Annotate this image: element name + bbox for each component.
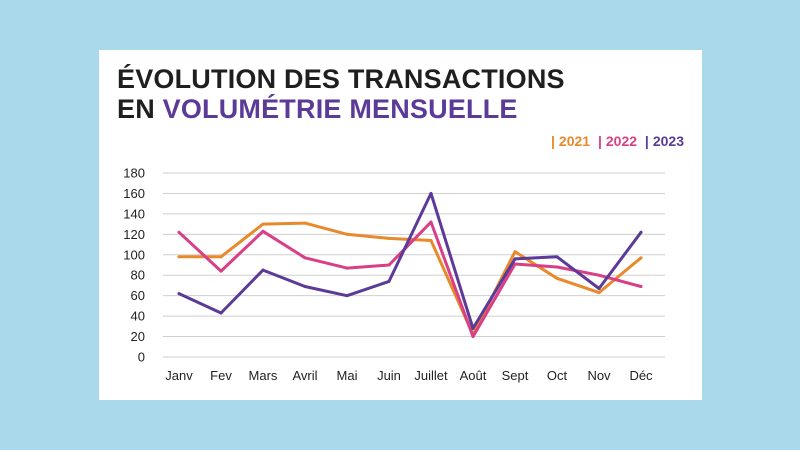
data-point-2021-Sept [513, 250, 517, 254]
x-tick-label: Déc [629, 368, 653, 383]
data-point-2021-Janv [177, 255, 181, 259]
data-point-2021-Déc [639, 256, 643, 260]
y-tick-label: 80 [131, 268, 145, 283]
x-tick-label: Juillet [414, 368, 448, 383]
data-point-2021-Juin [387, 236, 391, 240]
y-tick-label: 180 [123, 166, 145, 181]
legend-item-2022: | 2022 [598, 133, 641, 149]
x-tick-label: Oct [547, 368, 568, 383]
data-point-2022-Oct [555, 265, 559, 269]
data-point-2021-Nov [597, 291, 601, 295]
data-point-2023-Juin [387, 279, 391, 283]
series-line-2023 [177, 191, 643, 330]
data-point-2023-Mai [345, 294, 349, 298]
legend: | 2021 | 2022 | 2023 [547, 133, 684, 149]
data-point-2023-Janv [177, 292, 181, 296]
legend-label-2021: 2021 [558, 133, 591, 149]
data-point-2022-Avril [303, 256, 307, 260]
x-tick-label: Mars [249, 368, 278, 383]
y-tick-label: 20 [131, 329, 145, 344]
x-tick-label: Mai [337, 368, 358, 383]
x-tick-label: Janv [165, 368, 193, 383]
data-point-2022-Juin [387, 263, 391, 267]
x-axis-ticks: Janv Fev Mars Avril Mai Juin Juillet Août Sept Oc… [165, 368, 653, 383]
data-point-2023-Oct [555, 255, 559, 259]
y-axis-ticks: 0 20 40 60 80 100 120 140 160 180 [123, 166, 145, 365]
data-point-2021-Mars [261, 222, 265, 226]
title-line-2-prefix: EN [117, 94, 163, 124]
y-tick-label: 40 [131, 309, 145, 324]
data-point-2021-Fev [219, 255, 223, 259]
y-tick-label: 100 [123, 247, 145, 262]
x-tick-label: Nov [587, 368, 611, 383]
data-point-2021-Oct [555, 276, 559, 280]
data-point-2023-Nov [597, 287, 601, 291]
data-point-2022-Sept [513, 262, 517, 266]
data-point-2022-Mai [345, 266, 349, 270]
grid-lines [163, 172, 665, 358]
x-tick-label: Sept [502, 368, 529, 383]
title-line-1: ÉVOLUTION DES TRANSACTIONS [117, 64, 565, 94]
series-lines [177, 191, 643, 339]
data-point-2023-Sept [513, 257, 517, 261]
data-point-2023-Août [471, 326, 475, 330]
chart-title: ÉVOLUTION DES TRANSACTIONS EN VOLUMÉTRIE… [117, 64, 565, 124]
legend-label-2022: 2022 [605, 133, 638, 149]
x-tick-label: Août [460, 368, 487, 383]
data-point-2021-Juillet [429, 238, 433, 242]
title-line-2-accent: VOLUMÉTRIE MENSUELLE [162, 94, 518, 124]
data-point-2022-Juillet [429, 220, 433, 224]
legend-bar-2022: | [597, 133, 602, 149]
data-point-2022-Janv [177, 230, 181, 234]
data-point-2022-Mars [261, 229, 265, 233]
y-tick-label: 160 [123, 186, 145, 201]
legend-item-2023: | 2023 [645, 133, 684, 149]
x-tick-label: Avril [292, 368, 317, 383]
x-tick-label: Fev [210, 368, 232, 383]
y-tick-label: 120 [123, 227, 145, 242]
data-point-2021-Avril [303, 221, 307, 225]
data-point-2023-Déc [639, 230, 643, 234]
data-point-2021-Mai [345, 232, 349, 236]
data-point-2023-Avril [303, 284, 307, 288]
data-point-2022-Nov [597, 273, 601, 277]
data-point-2022-Fev [219, 269, 223, 273]
series-line-2022 [177, 220, 643, 339]
y-tick-label: 60 [131, 288, 145, 303]
chart-card: ÉVOLUTION DES TRANSACTIONS EN VOLUMÉTRIE… [99, 50, 702, 400]
legend-bar-2023: | [644, 133, 649, 149]
data-point-2023-Juillet [429, 191, 433, 195]
legend-label-2023: 2023 [652, 133, 684, 149]
legend-item-2021: | 2021 [551, 133, 594, 149]
y-tick-label: 0 [138, 350, 145, 365]
legend-bar-2021: | [550, 133, 555, 149]
data-point-2022-Déc [639, 284, 643, 288]
data-point-2023-Mars [261, 268, 265, 272]
line-chart: 0 20 40 60 80 100 120 140 160 180 Janv Fev Mars Avri… [123, 166, 665, 383]
x-tick-label: Juin [377, 368, 401, 383]
data-point-2023-Fev [219, 311, 223, 315]
data-point-2022-Août [471, 335, 475, 339]
y-tick-label: 140 [123, 206, 145, 221]
